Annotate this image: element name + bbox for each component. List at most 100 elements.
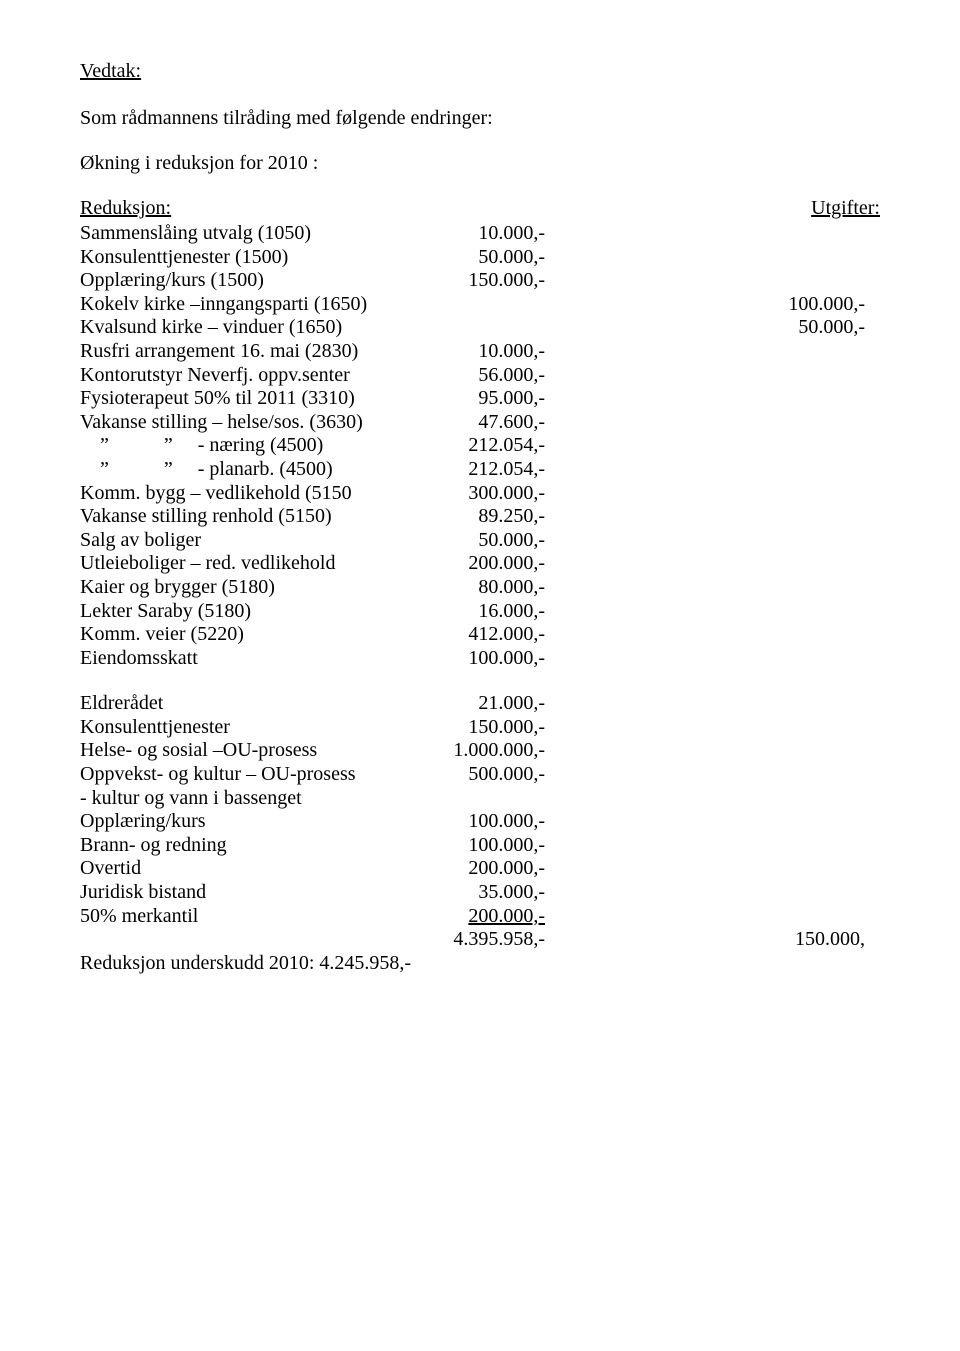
total-value: 4.395.958,- [425, 928, 545, 952]
total-label [80, 928, 425, 952]
table-row: Eiendomsskatt100.000,- [80, 647, 880, 671]
row-label: Eiendomsskatt [80, 647, 425, 671]
table-row: Kaier og brygger (5180)80.000,- [80, 576, 880, 600]
row-label: Rusfri arrangement 16. mai (2830) [80, 340, 425, 364]
header-utgifter: Utgifter: [811, 197, 880, 220]
row-label: Juridisk bistand [80, 881, 425, 905]
table-row: Oppvekst- og kultur – OU-prosess500.000,… [80, 763, 880, 787]
intro-line-1: Som rådmannens tilråding med følgende en… [80, 107, 880, 130]
table-row: Eldrerådet21.000,- [80, 692, 880, 716]
row-value: 100.000,- [425, 834, 545, 858]
reduction-block-1: Sammenslåing utvalg (1050)10.000,-Konsul… [80, 222, 880, 670]
row-value [425, 293, 545, 317]
total-row: 4.395.958,- 150.000, [80, 928, 880, 952]
row-value-utgifter: 50.000,- [725, 316, 865, 340]
table-row: Konsulenttjenester (1500)50.000,- [80, 246, 880, 270]
row-value: 56.000,- [425, 364, 545, 388]
row-value [425, 787, 545, 811]
table-row: Juridisk bistand35.000,- [80, 881, 880, 905]
row-label: Eldrerådet [80, 692, 425, 716]
row-value: 212.054,- [425, 434, 545, 458]
row-value: 35.000,- [425, 881, 545, 905]
row-value: 200.000,- [425, 552, 545, 576]
table-row: Vakanse stilling – helse/sos. (3630)47.6… [80, 411, 880, 435]
row-value: 500.000,- [425, 763, 545, 787]
table-row: Salg av boliger50.000,- [80, 529, 880, 553]
row-value-utgifter: 100.000,- [725, 293, 865, 317]
table-row: Opplæring/kurs100.000,- [80, 810, 880, 834]
row-label: Utleieboliger – red. vedlikehold [80, 552, 425, 576]
table-row: Opplæring/kurs (1500)150.000,- [80, 269, 880, 293]
table-row: Sammenslåing utvalg (1050)10.000,- [80, 222, 880, 246]
row-value: 150.000,- [425, 269, 545, 293]
row-label: Lekter Saraby (5180) [80, 600, 425, 624]
table-row: Komm. veier (5220)412.000,- [80, 623, 880, 647]
row-value: 200.000,- [425, 857, 545, 881]
row-value: 100.000,- [425, 810, 545, 834]
row-value: 47.600,- [425, 411, 545, 435]
row-value: 80.000,- [425, 576, 545, 600]
table-row: ” ” - næring (4500)212.054,- [80, 434, 880, 458]
row-label: Kvalsund kirke – vinduer (1650) [80, 316, 425, 340]
header-reduksjon: Reduksjon: [80, 197, 421, 220]
table-row: Lekter Saraby (5180)16.000,- [80, 600, 880, 624]
table-row: Vakanse stilling renhold (5150)89.250,- [80, 505, 880, 529]
intro-line-2: Økning i reduksjon for 2010 : [80, 152, 880, 175]
table-row: Rusfri arrangement 16. mai (2830)10.000,… [80, 340, 880, 364]
row-value: 412.000,- [425, 623, 545, 647]
row-label: Brann- og redning [80, 834, 425, 858]
row-value: 100.000,- [425, 647, 545, 671]
row-label: Komm. bygg – vedlikehold (5150 [80, 482, 425, 506]
table-row: ” ” - planarb. (4500)212.054,- [80, 458, 880, 482]
total-value-right: 150.000, [725, 928, 865, 952]
row-value: 50.000,- [425, 529, 545, 553]
table-row: Brann- og redning100.000,- [80, 834, 880, 858]
row-value: 10.000,- [425, 340, 545, 364]
row-label: Vakanse stilling – helse/sos. (3630) [80, 411, 425, 435]
row-label: 50% merkantil [80, 905, 425, 929]
row-value: 16.000,- [425, 600, 545, 624]
row-value: 200.000,- [425, 905, 545, 929]
table-row: Kvalsund kirke – vinduer (1650) 50.000,- [80, 316, 880, 340]
row-value: 300.000,- [425, 482, 545, 506]
row-label: Kokelv kirke –inngangsparti (1650) [80, 293, 425, 317]
table-row: Overtid200.000,- [80, 857, 880, 881]
row-value: 21.000,- [425, 692, 545, 716]
row-value: 50.000,- [425, 246, 545, 270]
table-row: Konsulenttjenester150.000,- [80, 716, 880, 740]
row-value: 150.000,- [425, 716, 545, 740]
row-label: Helse- og sosial –OU-prosess [80, 739, 425, 763]
row-label: Salg av boliger [80, 529, 425, 553]
table-row: Komm. bygg – vedlikehold (5150300.000,- [80, 482, 880, 506]
row-value: 10.000,- [425, 222, 545, 246]
reduction-block-2: Eldrerådet21.000,-Konsulenttjenester150.… [80, 692, 880, 928]
row-value: 1.000.000,- [425, 739, 545, 763]
row-label: Fysioterapeut 50% til 2011 (3310) [80, 387, 425, 411]
row-label: Kaier og brygger (5180) [80, 576, 425, 600]
row-value: 89.250,- [425, 505, 545, 529]
row-label: Kontorutstyr Neverfj. oppv.senter [80, 364, 425, 388]
row-label: Konsulenttjenester [80, 716, 425, 740]
column-headers: Reduksjon: Utgifter: [80, 197, 880, 220]
row-label: ” ” - næring (4500) [80, 434, 425, 458]
row-label: ” ” - planarb. (4500) [80, 458, 425, 482]
row-label: Opplæring/kurs (1500) [80, 269, 425, 293]
row-label: Sammenslåing utvalg (1050) [80, 222, 425, 246]
row-label: Overtid [80, 857, 425, 881]
row-value: 95.000,- [425, 387, 545, 411]
table-row: Utleieboliger – red. vedlikehold200.000,… [80, 552, 880, 576]
row-label: Konsulenttjenester (1500) [80, 246, 425, 270]
table-row: Kokelv kirke –inngangsparti (1650) 100.00… [80, 293, 880, 317]
row-label: - kultur og vann i bassenget [80, 787, 425, 811]
table-row: Kontorutstyr Neverfj. oppv.senter56.000,… [80, 364, 880, 388]
table-row: Fysioterapeut 50% til 2011 (3310)95.000,… [80, 387, 880, 411]
table-row: Helse- og sosial –OU-prosess1.000.000,- [80, 739, 880, 763]
row-label: Vakanse stilling renhold (5150) [80, 505, 425, 529]
row-label: Komm. veier (5220) [80, 623, 425, 647]
row-value [425, 316, 545, 340]
row-label: Opplæring/kurs [80, 810, 425, 834]
final-line: Reduksjon underskudd 2010: 4.245.958,- [80, 952, 880, 975]
document-title: Vedtak: [80, 60, 880, 83]
row-value: 212.054,- [425, 458, 545, 482]
table-row: 50% merkantil200.000,- [80, 905, 880, 929]
